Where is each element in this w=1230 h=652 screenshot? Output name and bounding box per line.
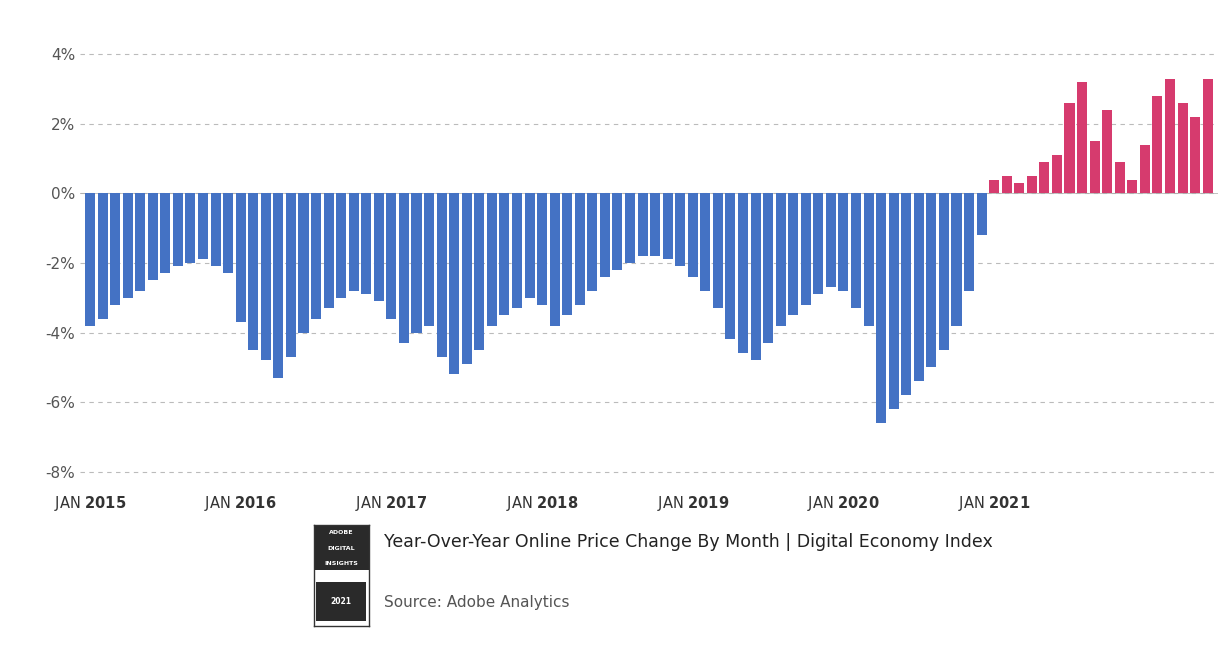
- Bar: [688, 194, 697, 277]
- Bar: [651, 194, 661, 256]
- Bar: [1127, 179, 1138, 194]
- Bar: [1102, 110, 1112, 194]
- Bar: [562, 194, 572, 315]
- Bar: [461, 194, 472, 364]
- Bar: [524, 194, 535, 298]
- Bar: [123, 194, 133, 298]
- Text: INSIGHTS: INSIGHTS: [325, 561, 358, 566]
- Bar: [499, 194, 509, 315]
- Bar: [386, 194, 396, 319]
- Bar: [512, 194, 522, 308]
- Text: Source: Adobe Analytics: Source: Adobe Analytics: [384, 595, 569, 610]
- Bar: [550, 194, 560, 325]
- Bar: [1203, 79, 1213, 194]
- Bar: [1039, 162, 1049, 194]
- Bar: [600, 194, 610, 277]
- Bar: [1001, 176, 1012, 194]
- Bar: [1114, 162, 1124, 194]
- Bar: [538, 194, 547, 304]
- Bar: [487, 194, 497, 325]
- Bar: [160, 194, 171, 273]
- Text: ADOBE: ADOBE: [330, 531, 353, 535]
- Bar: [273, 194, 283, 378]
- Bar: [1177, 103, 1187, 194]
- Bar: [223, 194, 234, 273]
- Bar: [977, 194, 986, 235]
- Bar: [1153, 96, 1162, 194]
- Bar: [348, 194, 359, 291]
- Bar: [248, 194, 258, 350]
- Bar: [316, 582, 367, 621]
- Bar: [938, 194, 950, 350]
- Bar: [926, 194, 936, 367]
- Bar: [788, 194, 798, 315]
- Bar: [801, 194, 811, 304]
- Bar: [198, 194, 208, 259]
- Bar: [863, 194, 873, 325]
- Bar: [889, 194, 899, 409]
- Bar: [299, 194, 309, 333]
- Bar: [1064, 103, 1075, 194]
- Bar: [713, 194, 723, 308]
- Bar: [902, 194, 911, 395]
- Bar: [1052, 155, 1061, 194]
- Bar: [813, 194, 823, 294]
- Bar: [85, 194, 95, 325]
- Bar: [1027, 176, 1037, 194]
- Bar: [173, 194, 183, 267]
- Bar: [726, 194, 736, 340]
- Bar: [97, 194, 107, 319]
- Bar: [1015, 183, 1025, 194]
- Bar: [574, 194, 584, 304]
- Bar: [750, 194, 760, 361]
- Bar: [1090, 141, 1100, 194]
- Bar: [613, 194, 622, 270]
- Bar: [412, 194, 422, 333]
- Bar: [437, 194, 446, 357]
- Bar: [637, 194, 647, 256]
- Bar: [362, 194, 371, 294]
- Bar: [236, 194, 246, 322]
- Bar: [148, 194, 157, 280]
- Bar: [952, 194, 962, 325]
- Bar: [914, 194, 924, 381]
- Bar: [1077, 82, 1087, 194]
- Bar: [285, 194, 296, 357]
- Bar: [763, 194, 774, 343]
- Bar: [424, 194, 434, 325]
- Bar: [675, 194, 685, 267]
- Bar: [111, 194, 121, 304]
- Bar: [374, 194, 384, 301]
- Bar: [311, 194, 321, 319]
- Bar: [336, 194, 346, 298]
- Bar: [323, 194, 333, 308]
- Bar: [475, 194, 485, 350]
- Bar: [1191, 117, 1200, 194]
- Bar: [663, 194, 673, 259]
- Bar: [839, 194, 849, 291]
- Bar: [851, 194, 861, 308]
- Bar: [738, 194, 748, 353]
- Bar: [1165, 79, 1175, 194]
- Bar: [399, 194, 408, 343]
- Bar: [261, 194, 271, 361]
- Bar: [989, 179, 999, 194]
- Bar: [825, 194, 836, 288]
- Text: Year-Over-Year Online Price Change By Month | Digital Economy Index: Year-Over-Year Online Price Change By Mo…: [384, 533, 993, 551]
- Bar: [314, 525, 369, 570]
- Bar: [1140, 145, 1150, 194]
- Text: 2021: 2021: [331, 597, 352, 606]
- Bar: [449, 194, 459, 374]
- Bar: [186, 194, 196, 263]
- Bar: [135, 194, 145, 291]
- Bar: [964, 194, 974, 291]
- Bar: [776, 194, 786, 325]
- Bar: [210, 194, 220, 267]
- Bar: [625, 194, 635, 263]
- Bar: [700, 194, 711, 291]
- Bar: [876, 194, 886, 423]
- Text: DIGITAL: DIGITAL: [327, 546, 355, 550]
- Bar: [587, 194, 598, 291]
